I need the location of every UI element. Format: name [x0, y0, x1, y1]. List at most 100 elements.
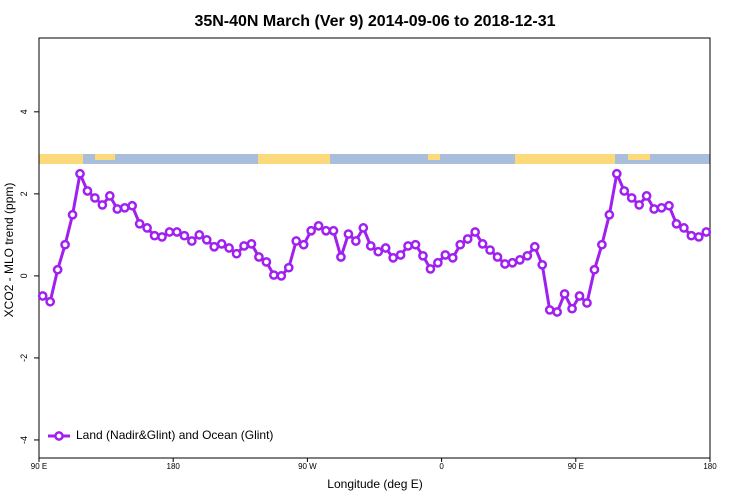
data-point — [686, 230, 697, 241]
data-point — [127, 200, 138, 211]
data-point — [597, 239, 607, 250]
data-point — [164, 227, 175, 237]
data-point — [589, 264, 600, 275]
data-point — [269, 270, 279, 280]
x-tick-label: 90 E — [31, 462, 47, 471]
land-strip — [95, 154, 115, 160]
data-point — [276, 271, 287, 281]
y-tick-label: 4 — [19, 109, 29, 114]
data-point — [671, 218, 682, 229]
data-point — [679, 223, 689, 233]
land-strip — [515, 154, 615, 164]
data-point — [567, 303, 577, 314]
x-tick-label: 90 W — [298, 462, 317, 471]
data-point — [298, 239, 309, 250]
data-point — [336, 252, 346, 262]
x-axis-label: Longitude (deg E) — [327, 477, 422, 491]
data-point — [515, 255, 525, 265]
data-point — [611, 168, 622, 179]
data-point — [97, 200, 108, 210]
data-point — [365, 241, 376, 251]
data-point — [37, 291, 48, 301]
data-point — [485, 245, 495, 255]
x-tick-label: 180 — [167, 462, 181, 471]
y-tick-label: -4 — [19, 436, 29, 444]
data-point — [701, 227, 712, 237]
y-tick-label: -2 — [19, 354, 29, 362]
data-point — [462, 234, 473, 244]
data-point — [500, 259, 510, 269]
data-point — [641, 191, 652, 201]
data-point — [388, 252, 398, 263]
chart-title: 35N-40N March (Ver 9) 2014-09-06 to 2018… — [194, 13, 555, 30]
data-point — [507, 257, 518, 268]
data-point — [283, 262, 294, 273]
land-strip — [628, 154, 650, 160]
data-point — [313, 221, 324, 231]
data-point — [440, 250, 451, 260]
data-point — [582, 298, 592, 308]
legend-marker — [54, 431, 64, 441]
y-tick-label: 0 — [19, 273, 29, 278]
data-point — [664, 200, 674, 211]
data-point — [544, 305, 555, 315]
data-point — [403, 241, 413, 251]
data-point — [201, 234, 212, 245]
y-tick-label: 2 — [19, 191, 29, 196]
data-point — [216, 239, 227, 249]
data-point — [82, 186, 93, 196]
data-point — [134, 218, 145, 229]
data-point — [90, 193, 100, 203]
data-point — [172, 227, 182, 237]
data-point — [604, 209, 615, 220]
data-point — [261, 257, 272, 267]
data-point — [455, 239, 466, 250]
data-point — [380, 243, 391, 253]
data-point — [306, 225, 316, 236]
data-point — [112, 204, 123, 214]
data-point — [52, 264, 63, 275]
data-point — [626, 193, 637, 203]
data-point — [351, 236, 361, 246]
land-ocean-band — [39, 154, 710, 164]
data-point — [186, 236, 197, 246]
data-point — [373, 246, 384, 257]
data-point — [559, 289, 570, 299]
land-strip — [39, 154, 83, 164]
data-point — [693, 232, 704, 242]
data-point — [395, 250, 406, 260]
data-point — [149, 230, 160, 241]
data-point — [246, 239, 257, 249]
data-point — [537, 259, 548, 270]
data-point — [239, 241, 249, 251]
data-point — [224, 243, 234, 253]
plot-frame — [38, 37, 711, 459]
data-point — [522, 250, 533, 261]
data-point — [477, 239, 488, 249]
land-strip — [428, 154, 440, 160]
data-point — [321, 225, 331, 236]
data-point — [425, 264, 436, 274]
ocean-strip — [39, 154, 710, 164]
x-tick-label: 0 — [439, 462, 444, 471]
data-point — [157, 232, 167, 242]
data-point — [410, 239, 421, 250]
data-point — [67, 209, 78, 220]
data-point — [104, 191, 115, 201]
data-point — [291, 236, 302, 246]
data-point — [343, 229, 354, 239]
data-point — [433, 257, 443, 268]
data-point — [119, 202, 130, 213]
data-point — [179, 230, 190, 241]
data-point — [574, 291, 585, 301]
data-point — [45, 296, 56, 307]
x-tick-label: 180 — [703, 462, 717, 471]
data-point — [656, 202, 667, 213]
data-point — [254, 252, 264, 262]
y-axis-label: XCO2 - MLO trend (ppm) — [2, 183, 16, 318]
data-point — [231, 248, 242, 259]
data-point — [492, 252, 503, 262]
data-point — [75, 168, 85, 179]
